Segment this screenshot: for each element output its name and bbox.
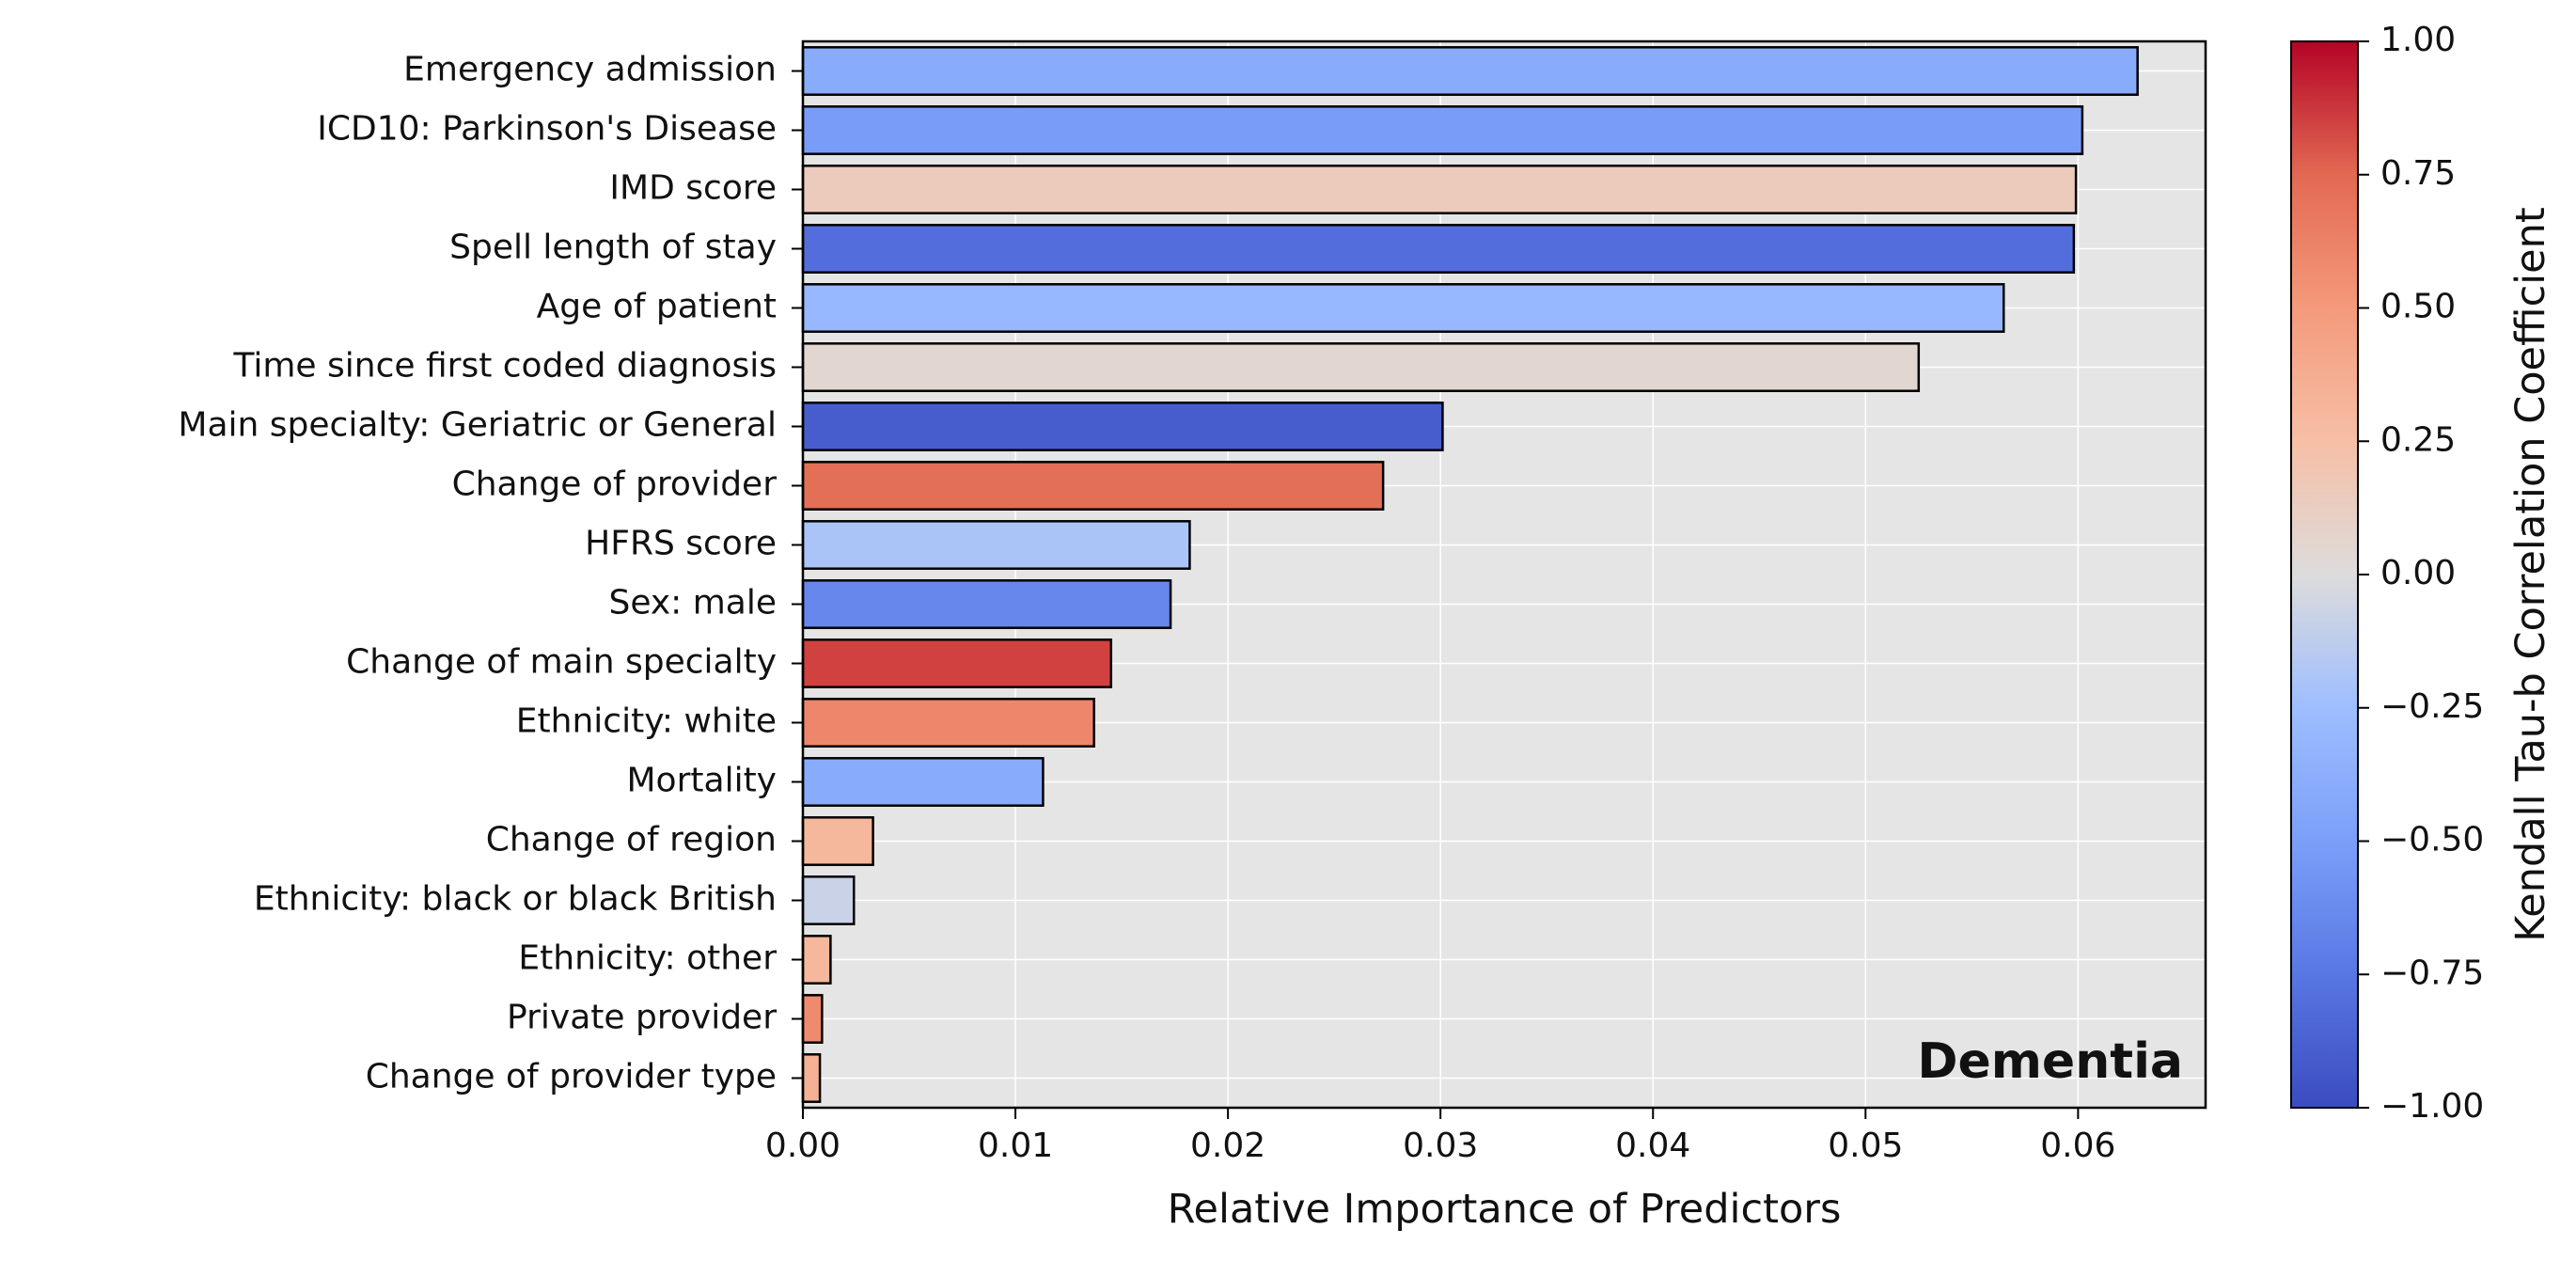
category-label: Mortality [627,762,778,800]
category-label: Ethnicity: white [516,702,777,741]
x-tick-label: 0.04 [1615,1127,1690,1165]
category-label: Ethnicity: other [518,939,777,978]
category-label: HFRS score [585,525,777,563]
colorbar-tick-label: 1.00 [2380,21,2456,59]
bars [801,46,2139,1103]
bar [801,757,1045,807]
colorbar-tick-labels: 1.00 0.75 0.50 0.25 0.00 −0.25 −0.50 −0.75 −1.00 [2380,21,2484,1126]
bar [801,283,2005,333]
bar [801,520,1191,570]
category-label: Time since first coded diagnosis [232,347,777,386]
plot-frame [801,39,2207,1110]
panel-title: Dementia [1917,1033,2183,1090]
x-tick-label: 0.01 [978,1127,1053,1165]
category-label: Change of provider type [366,1058,777,1096]
colorbar-tick-label: −1.00 [2380,1087,2484,1126]
category-label: Age of patient [537,288,777,326]
category-label: Private provider [507,999,777,1037]
colorbar-tick-label: −0.75 [2380,954,2484,992]
bar [801,698,1095,748]
category-label: Change of main specialty [346,643,777,682]
category-label: Sex: male [608,584,777,623]
category-label: IMD score [609,169,777,208]
category-label: Emergency admission [403,51,777,89]
bar [801,994,824,1044]
colorbar-title: Kendall Tau-b Correlation Coefficient [2507,207,2554,942]
x-tick-label: 0.05 [1828,1127,1903,1165]
bar [801,165,2078,214]
bar [801,402,1444,451]
bar [801,875,856,925]
colorbar-tick-label: −0.25 [2380,687,2484,726]
category-label: Change of provider [452,465,778,504]
x-tick-label: 0.00 [765,1127,840,1165]
bar [801,342,1921,392]
category-label: Change of region [486,821,777,859]
x-tick-label: 0.06 [2040,1127,2115,1165]
x-tick-label: 0.03 [1403,1127,1478,1165]
bar [801,816,874,866]
colorbar-tick-label: 0.75 [2380,154,2456,193]
category-labels: Emergency admission ICD10: Parkinson's Di… [178,51,777,1096]
category-label: Main specialty: Geriatric or General [178,406,777,445]
bar [801,579,1172,629]
bar [801,638,1113,688]
colorbar-ticks [2358,40,2369,1109]
x-tick-label: 0.02 [1190,1127,1265,1165]
x-axis-title: Relative Importance of Predictors [1168,1186,1842,1233]
category-label: Spell length of stay [449,229,777,267]
x-axis-ticks [802,1108,2080,1119]
bar [801,1053,822,1103]
bar [801,46,2139,96]
bar [801,461,1385,511]
colorbar [2290,40,2359,1109]
bar [801,224,2076,274]
colorbar-tick-label: 0.50 [2380,288,2456,326]
bar [801,935,832,985]
category-label: ICD10: Parkinson's Disease [317,110,777,149]
x-tick-labels: 0.00 0.01 0.02 0.03 0.04 0.05 0.06 [765,1127,2116,1165]
colorbar-tick-label: 0.00 [2380,554,2456,592]
plot-background [803,41,2206,1108]
category-ticks [792,70,803,1080]
category-label: Ethnicity: black or black British [254,880,777,919]
colorbar-tick-label: 0.25 [2380,420,2456,459]
bar [801,105,2084,155]
colorbar-tick-label: −0.50 [2380,821,2484,859]
